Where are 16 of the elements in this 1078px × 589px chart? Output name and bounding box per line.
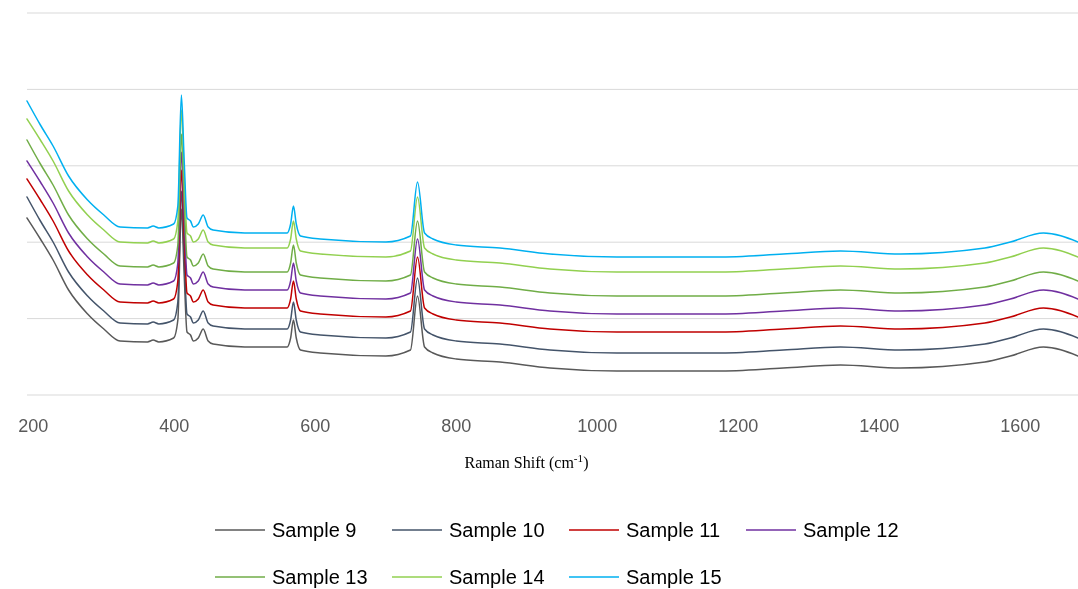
legend-label: Sample 11 (626, 519, 721, 541)
x-tick-label: 1600 (1000, 416, 1041, 436)
x-tick-label: 200 (18, 416, 49, 436)
x-tick-label: 1000 (577, 416, 618, 436)
legend-label: Sample 14 (449, 566, 545, 588)
x-tick-label: 400 (159, 416, 190, 436)
x-tick-label: 1400 (859, 416, 900, 436)
legend-label: Sample 15 (626, 566, 722, 588)
legend-label: Sample 10 (449, 519, 545, 541)
legend-label: Sample 12 (803, 519, 899, 541)
x-tick-label: 600 (300, 416, 331, 436)
x-tick-label: 800 (441, 416, 472, 436)
legend-label: Sample 13 (272, 566, 368, 588)
legend-label: Sample 9 (272, 519, 357, 541)
x-axis-title: Raman Shift (cm$^{-1}$) (464, 452, 589, 472)
x-tick-label: 1200 (718, 416, 759, 436)
